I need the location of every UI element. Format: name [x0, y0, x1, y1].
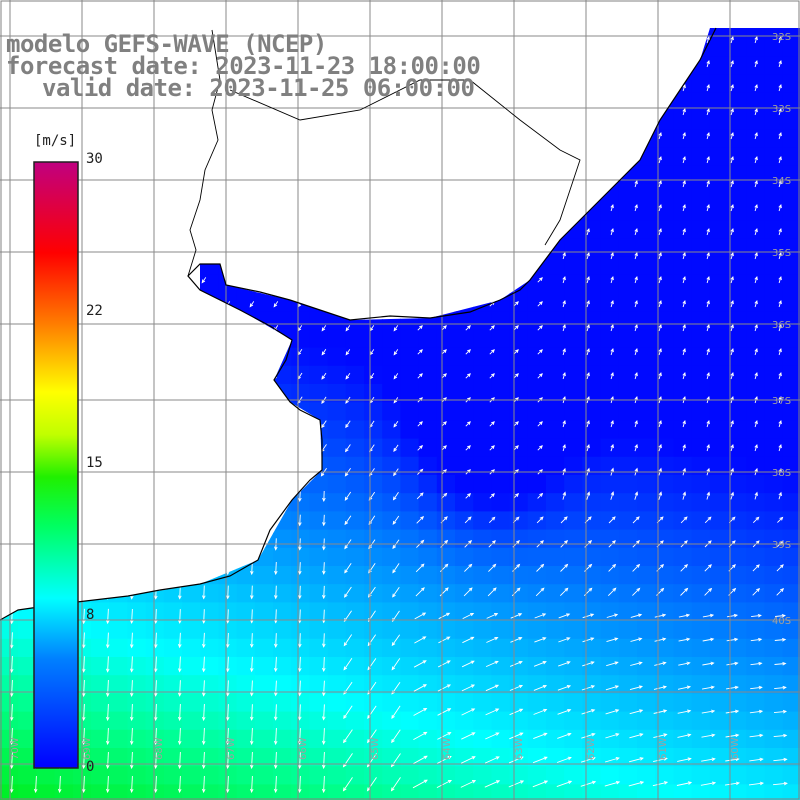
lon-label: 67W	[226, 737, 237, 760]
lat-label: 37S	[772, 396, 791, 407]
lon-label: 61W	[658, 737, 669, 760]
lat-label: 33S	[772, 104, 791, 115]
colorbar-unit: [m/s]	[34, 133, 77, 149]
lon-label: 62W	[586, 737, 597, 760]
colorbar-tick-30: 30	[86, 151, 103, 167]
forecast-date: forecast date: 2023-11-23 18:00:00	[6, 52, 481, 80]
coastline	[0, 27, 717, 621]
colorbar-tick-22: 22	[86, 303, 103, 319]
lat-label: 38S	[772, 468, 791, 479]
lon-label: 66W	[298, 737, 309, 760]
wind-speed-field	[0, 28, 800, 800]
colorbar	[33, 161, 79, 769]
lat-label: 40S	[772, 616, 791, 627]
lon-label: 60W	[730, 737, 741, 760]
lon-label: 63W	[514, 737, 525, 760]
lat-label: 36S	[772, 320, 791, 331]
valid-date: valid date: 2023-11-25 06:00:00	[42, 74, 475, 102]
lon-label: 70W	[10, 737, 21, 760]
lon-label: 64W	[442, 737, 453, 760]
colorbar-tick-0: 0	[86, 759, 95, 775]
lat-label: 35S	[772, 248, 791, 259]
lon-label: 68W	[154, 737, 165, 760]
colorbar-tick-15: 15	[86, 455, 103, 471]
model-title: modelo GEFS-WAVE (NCEP)	[6, 30, 327, 58]
inland-border	[187, 29, 581, 277]
lat-label: 32S	[772, 32, 791, 43]
colorbar-tick-8: 8	[86, 607, 95, 623]
lat-label: 39S	[772, 540, 791, 551]
lon-label: 65W	[370, 737, 381, 760]
lat-label: 34S	[772, 176, 791, 187]
lon-label: 69W	[82, 737, 93, 760]
